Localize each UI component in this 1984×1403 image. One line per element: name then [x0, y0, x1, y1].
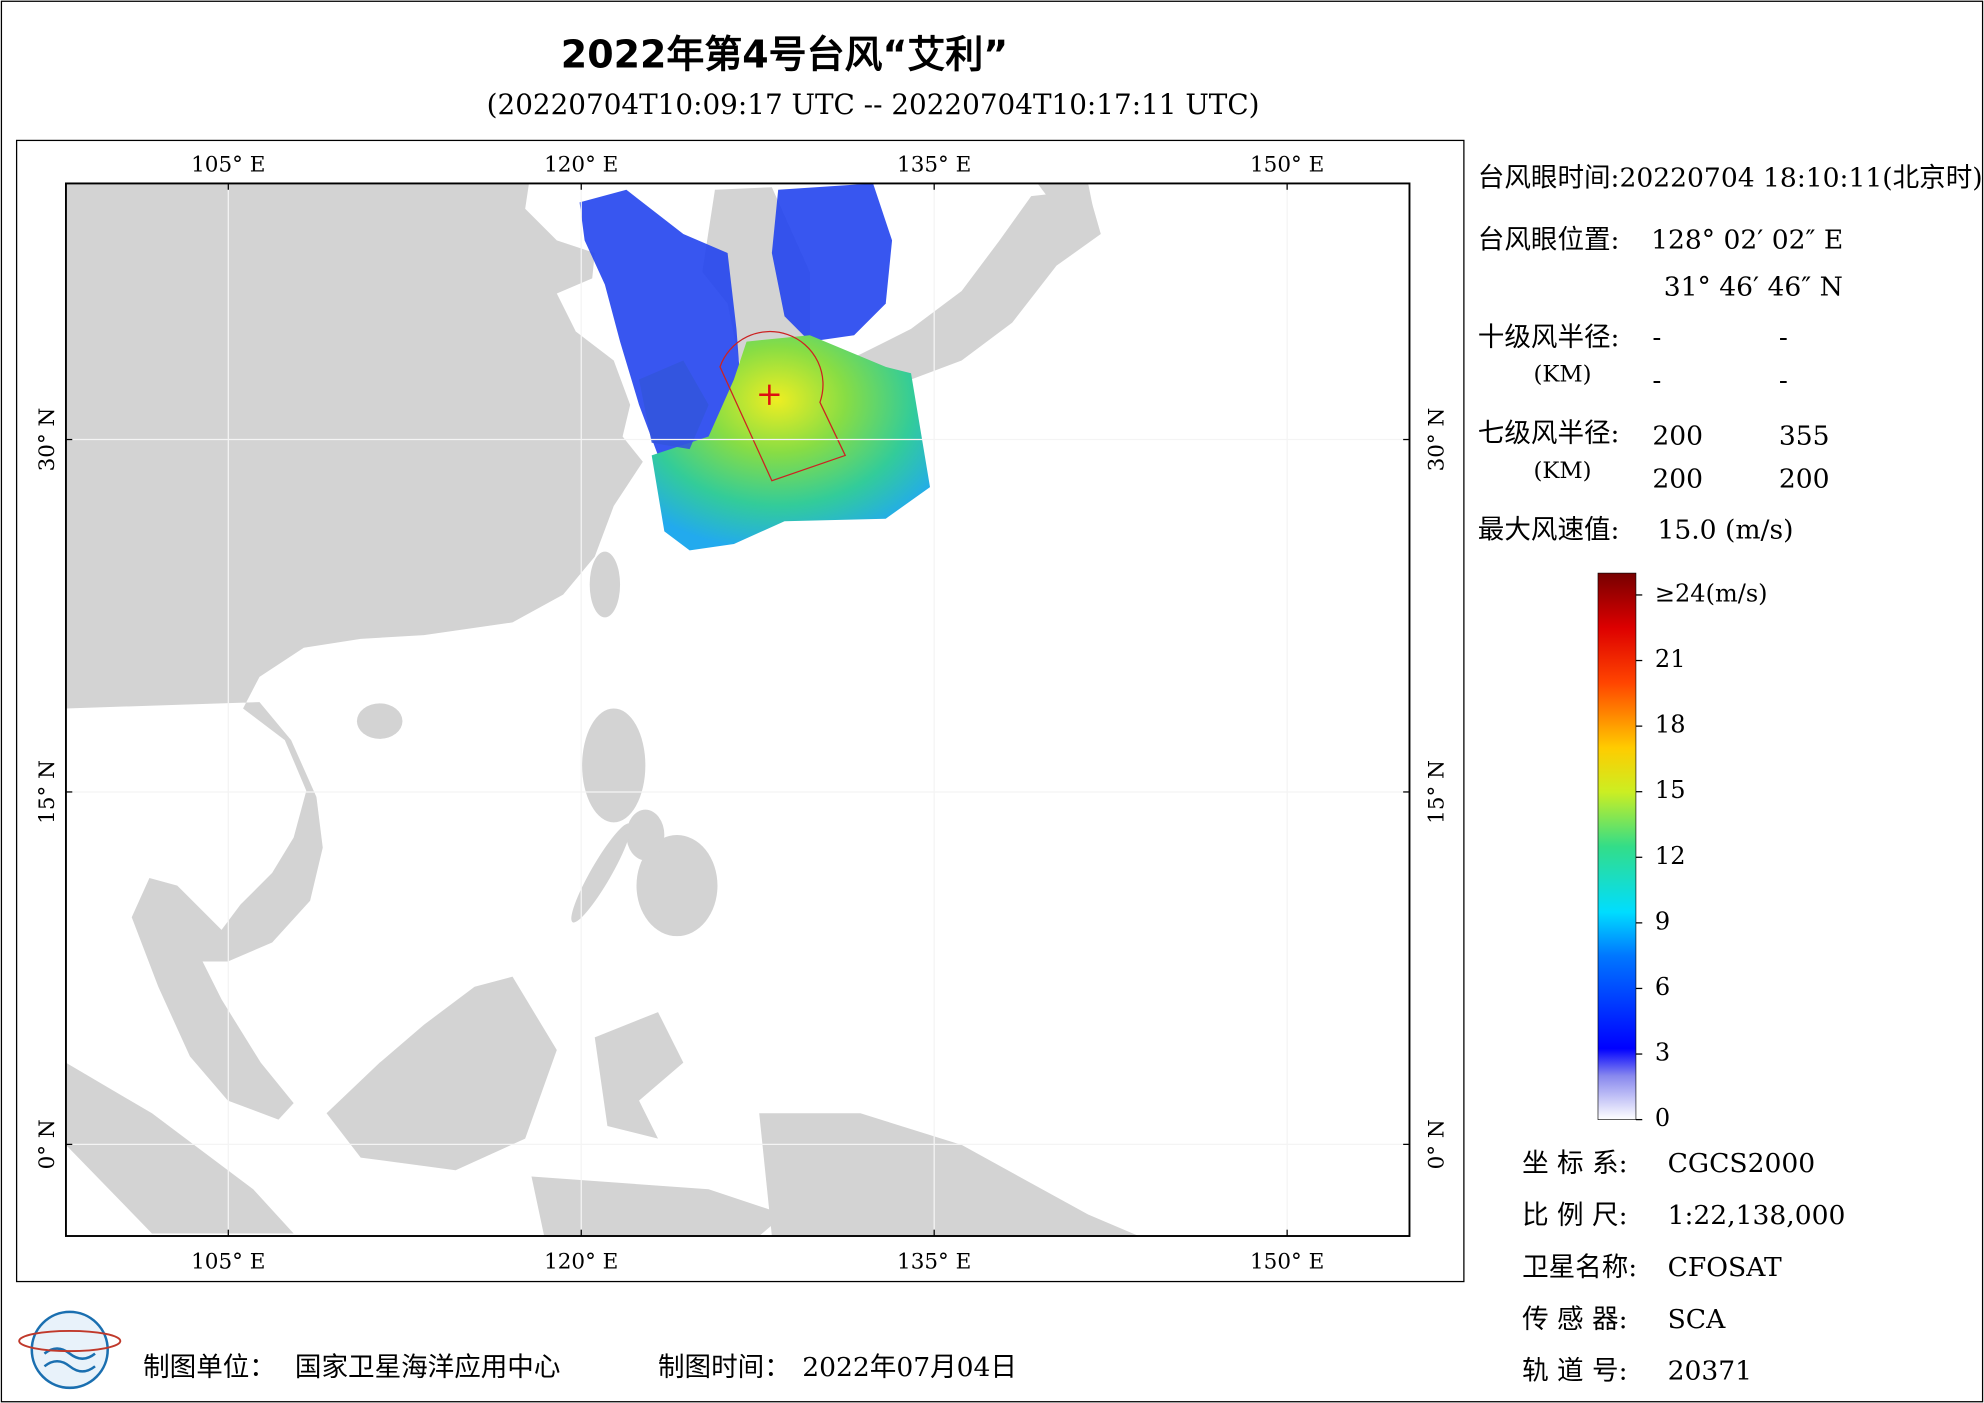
meta-label: 比 例 尺: [1522, 1200, 1627, 1231]
y-tick-label: 0° N [1424, 1119, 1449, 1169]
eye-lon: 128° 02′ 02″ E [1651, 225, 1843, 256]
colorbar-label: 21 [1655, 645, 1686, 673]
grid [65, 183, 1410, 1237]
y-tick-label: 30° N [35, 408, 60, 472]
x-tick-label: 120° E [544, 153, 618, 178]
r7-label: 七级风半径: [1478, 418, 1620, 449]
eye-lat: 31° 46′ 46″ N [1664, 271, 1843, 302]
meta-label: 坐 标 系: [1522, 1148, 1627, 1179]
x-tick-label: 135° E [897, 153, 971, 178]
footer-unit-label: 制图单位： [143, 1352, 276, 1383]
x-tick-label: 135° E [897, 1250, 971, 1275]
meta-value: CGCS2000 [1668, 1148, 1816, 1179]
meta-value: SCA [1668, 1304, 1726, 1335]
r7-value: 200 [1652, 464, 1703, 495]
colorbar-label: 6 [1655, 973, 1670, 1001]
colorbar-label: ≥24(m/s) [1655, 579, 1768, 607]
y-tick-label: 15° N [1424, 760, 1449, 824]
meta-value: 20371 [1668, 1356, 1752, 1387]
y-tick-label: 15° N [35, 760, 60, 824]
meta-value: 1:22,138,000 [1668, 1200, 1846, 1231]
meta: 坐 标 系: CGCS2000 比 例 尺: 1:22,138,000 卫星名称: CFO… [1522, 1148, 1845, 1386]
map-border [15, 139, 1465, 1283]
logo [18, 1310, 122, 1390]
x-tick-label: 120° E [544, 1250, 618, 1275]
footer-time: 2022年07月04日 [802, 1352, 1017, 1383]
r7-value: 200 [1779, 464, 1830, 495]
colorbar-label: 18 [1655, 711, 1686, 739]
x-tick-label: 105° E [191, 1250, 265, 1275]
x-tick-label: 150° E [1250, 1250, 1324, 1275]
eye-time: 台风眼时间:20220704 18:10:11(北京时) [1478, 163, 1983, 194]
map-frame [64, 182, 1411, 1237]
subtitle: (20220704T10:09:17 UTC -- 20220704T10:17… [487, 88, 1260, 121]
info-panel: 台风眼时间:20220704 18:10:11(北京时) 台风眼位置: 128°… [1478, 163, 1983, 546]
r10-value: - [1652, 365, 1661, 396]
eye-position-label: 台风眼位置: [1478, 225, 1620, 256]
r10-value: - [1779, 365, 1788, 396]
colorbar-label: 9 [1655, 907, 1670, 935]
r10-value: - [1652, 322, 1661, 353]
wind-swath [579, 183, 931, 551]
max-wind-label: 最大风速值: [1478, 514, 1620, 545]
r10-unit: (KM) [1533, 362, 1591, 388]
footer-unit: 国家卫星海洋应用中心 [295, 1352, 560, 1383]
x-tick-label: 150° E [1250, 153, 1324, 178]
colorbar-ticks: 0 3 6 9 12 15 18 21 ≥24(m/s) [1635, 579, 1768, 1132]
max-wind: 15.0 (m/s) [1657, 514, 1793, 545]
colorbar-label: 0 [1655, 1104, 1670, 1132]
colorbar-label: 3 [1655, 1039, 1670, 1067]
x-tick-label: 105° E [191, 153, 265, 178]
meta-label: 传 感 器: [1522, 1304, 1627, 1335]
colorbar-label: 15 [1655, 776, 1686, 804]
y-tick-label: 30° N [1424, 408, 1449, 472]
meta-label: 卫星名称: [1522, 1252, 1637, 1283]
footer-time-label: 制图时间： [658, 1352, 791, 1383]
title: 2022年第4号台风“艾利” [561, 32, 1008, 76]
r7-unit: (KM) [1533, 458, 1591, 484]
y-tick-label: 0° N [35, 1119, 60, 1169]
meta-label: 轨 道 号: [1522, 1356, 1627, 1387]
colorbar [1597, 572, 1637, 1120]
r7-value: 355 [1779, 421, 1830, 452]
r10-label: 十级风半径: [1478, 322, 1620, 353]
r10-value: - [1779, 322, 1788, 353]
colorbar-label: 12 [1655, 842, 1686, 870]
meta-value: CFOSAT [1668, 1252, 1782, 1283]
r7-value: 200 [1652, 421, 1703, 452]
map-area [65, 183, 1410, 1237]
